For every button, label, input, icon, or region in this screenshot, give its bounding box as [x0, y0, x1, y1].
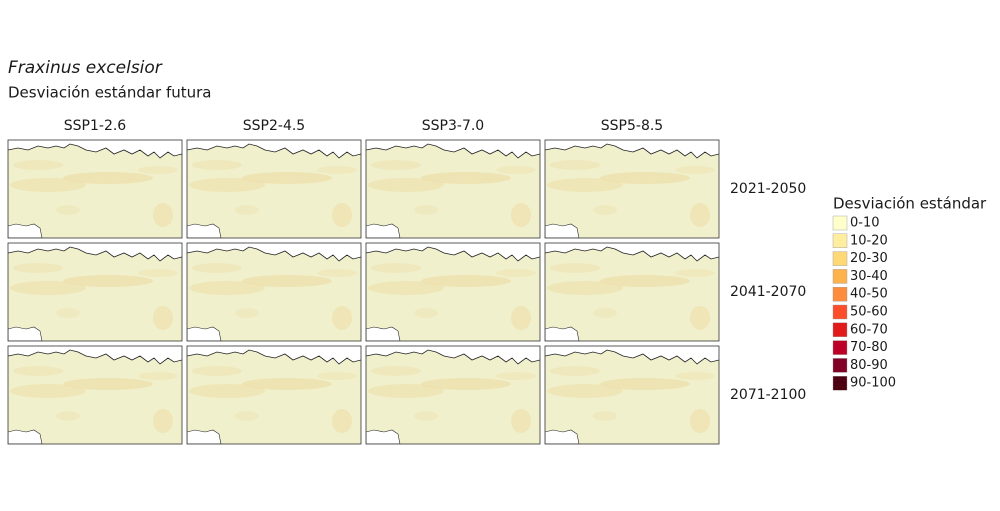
- legend-swatch: [832, 287, 848, 302]
- map-panel: [187, 243, 361, 341]
- panel-border: [365, 345, 541, 445]
- row-label: 2071-2100: [730, 387, 806, 403]
- legend-title: Desviación estándar: [833, 195, 987, 213]
- legend-label: 80-90: [850, 358, 888, 373]
- legend-label: 40-50: [850, 287, 888, 302]
- panel-border: [7, 139, 183, 239]
- legend-swatch: [832, 251, 848, 266]
- legend-swatch: [832, 215, 848, 231]
- panel-border: [7, 242, 183, 342]
- panel-border: [186, 242, 362, 342]
- panel-border: [544, 242, 720, 342]
- column-label: SSP2-4.5: [243, 118, 305, 134]
- legend-label: 60-70: [850, 322, 888, 337]
- map-panel: [545, 346, 719, 444]
- column-label: SSP1-2.6: [64, 118, 127, 134]
- map-panel: [366, 140, 540, 238]
- legend-swatch: [832, 358, 848, 373]
- map-panel: [187, 140, 361, 238]
- panel-border: [365, 242, 541, 342]
- legend-label: 10-20: [850, 233, 888, 248]
- map-panel: [366, 346, 540, 444]
- row-label: 2041-2070: [730, 284, 806, 300]
- map-panel: [8, 243, 182, 341]
- map-panel: [8, 140, 182, 238]
- legend-label: 20-30: [850, 251, 888, 266]
- map-panel: [545, 243, 719, 341]
- map-panel: [8, 346, 182, 444]
- legend-swatch: [832, 304, 848, 320]
- title: Fraxinus excelsior: [8, 58, 163, 78]
- map-panel: [187, 346, 361, 444]
- column-label: SSP3-7.0: [422, 118, 484, 134]
- legend-label: 30-40: [850, 269, 888, 284]
- column-label: SSP5-8.5: [601, 118, 663, 134]
- legend-swatch: [832, 233, 848, 249]
- legend-label: 90-100: [850, 376, 896, 391]
- legend-swatch: [832, 269, 848, 284]
- legend-swatch: [832, 322, 848, 337]
- panel-border: [544, 139, 720, 239]
- row-label: 2021-2050: [730, 181, 806, 197]
- legend-swatch: [832, 376, 848, 391]
- panel-border: [186, 345, 362, 445]
- panel-border: [186, 139, 362, 239]
- legend-label: 70-80: [850, 340, 888, 355]
- panel-border: [544, 345, 720, 445]
- legend-label: 0-10: [850, 216, 880, 231]
- panel-border: [7, 345, 183, 445]
- map-panel: [545, 140, 719, 238]
- legend-label: 50-60: [850, 305, 888, 320]
- subtitle: Desviación estándar futura: [8, 84, 212, 102]
- map-panel: [366, 243, 540, 341]
- panel-border: [365, 139, 541, 239]
- legend-swatch: [832, 340, 848, 355]
